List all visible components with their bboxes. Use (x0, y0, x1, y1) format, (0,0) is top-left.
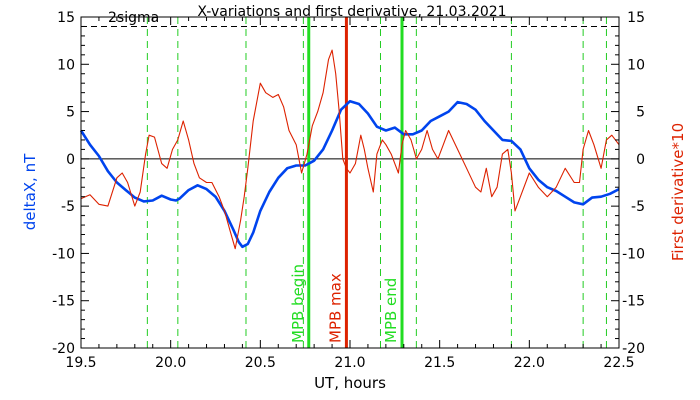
series-line-1 (80, 49, 620, 250)
y-axis-label-left: deltaX, nT (21, 153, 39, 230)
x-tick-label: 22.0 (514, 355, 545, 371)
marker-lines (146, 17, 607, 348)
y-tick-label-left: 10 (57, 57, 75, 73)
event-label: MPB begin (289, 264, 307, 343)
event-label: MPB max (326, 273, 344, 343)
series-lines (79, 49, 620, 250)
y-tick-label-right: -10 (622, 246, 645, 262)
y-tick-label-right: -20 (622, 341, 645, 357)
x-tick-label: 20.5 (245, 355, 276, 371)
y-tick-label-right: 5 (636, 105, 645, 121)
y-tick-label-left: -10 (52, 246, 75, 262)
event-label: MPB end (382, 278, 400, 343)
y-tick-label-right: 15 (627, 10, 645, 26)
y-tick-label-right: 0 (636, 152, 645, 168)
x-axis-label: UT, hours (314, 374, 386, 392)
series-line-0 (79, 99, 620, 249)
event-lines: MPB begin MPB max MPB end (289, 17, 404, 348)
y-tick-label-left: -5 (61, 199, 75, 215)
y-tick-label-left: -15 (52, 294, 75, 310)
y-tick-label-left: 0 (66, 152, 75, 168)
y-tick-label-left: 5 (66, 105, 75, 121)
y-tick-label-right: 10 (627, 57, 645, 73)
chart-title: X-variations and first derivative, 21.03… (197, 4, 506, 20)
x-tick-label: 22.5 (603, 355, 634, 371)
threshold-label: 2sigma (108, 10, 159, 26)
y-axis-label-right: First derivative*10 (669, 123, 687, 261)
y-tick-label-left: -20 (52, 341, 75, 357)
x-tick-label: 20.0 (155, 355, 186, 371)
axis-ticks: 19.5 20.0 20.5 21.0 21.5 22.0 22.5-20 -20-15 -15… (52, 10, 645, 371)
plot-area: MPB begin MPB max MPB end (79, 17, 620, 348)
y-tick-label-right: -15 (622, 294, 645, 310)
plot-frame (80, 16, 620, 349)
y-tick-label-right: -5 (631, 199, 645, 215)
x-tick-label: 21.0 (334, 355, 365, 371)
x-tick-label: 21.5 (424, 355, 455, 371)
x-tick-label: 19.5 (65, 355, 96, 371)
y-tick-label-left: 15 (57, 10, 75, 26)
